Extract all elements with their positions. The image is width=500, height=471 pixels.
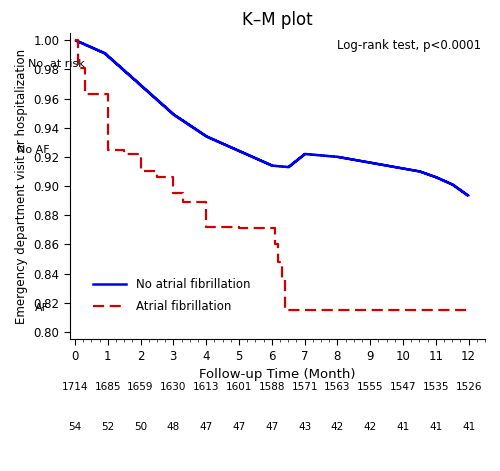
Text: No. at risk: No. at risk <box>28 59 85 69</box>
Text: 47: 47 <box>200 422 213 432</box>
Text: 1555: 1555 <box>357 382 384 392</box>
X-axis label: Follow-up Time (Month): Follow-up Time (Month) <box>199 368 356 381</box>
Text: 1571: 1571 <box>292 382 318 392</box>
Text: 41: 41 <box>396 422 409 432</box>
Text: 54: 54 <box>68 422 82 432</box>
Text: 1613: 1613 <box>193 382 220 392</box>
Text: 1526: 1526 <box>456 382 482 392</box>
Text: No AF: No AF <box>16 145 49 155</box>
Text: 1659: 1659 <box>128 382 154 392</box>
Y-axis label: Emergency department visit or hospitalization: Emergency department visit or hospitaliz… <box>15 49 28 324</box>
Text: 42: 42 <box>364 422 377 432</box>
Text: 47: 47 <box>265 422 278 432</box>
Text: 1535: 1535 <box>422 382 449 392</box>
Text: 1601: 1601 <box>226 382 252 392</box>
Text: 47: 47 <box>232 422 245 432</box>
Legend: No atrial fibrillation, Atrial fibrillation: No atrial fibrillation, Atrial fibrillat… <box>88 273 255 318</box>
Text: 1588: 1588 <box>258 382 285 392</box>
Text: 1685: 1685 <box>94 382 121 392</box>
Text: AF: AF <box>35 303 49 313</box>
Text: 43: 43 <box>298 422 311 432</box>
Text: 41: 41 <box>429 422 442 432</box>
Title: K–M plot: K–M plot <box>242 11 313 29</box>
Text: Log-rank test, p<0.0001: Log-rank test, p<0.0001 <box>336 39 481 52</box>
Text: 1547: 1547 <box>390 382 416 392</box>
Text: 52: 52 <box>101 422 114 432</box>
Text: 48: 48 <box>166 422 180 432</box>
Text: 1714: 1714 <box>62 382 88 392</box>
Text: 1630: 1630 <box>160 382 186 392</box>
Text: 41: 41 <box>462 422 475 432</box>
Text: 42: 42 <box>330 422 344 432</box>
Text: 1563: 1563 <box>324 382 350 392</box>
Text: 50: 50 <box>134 422 147 432</box>
